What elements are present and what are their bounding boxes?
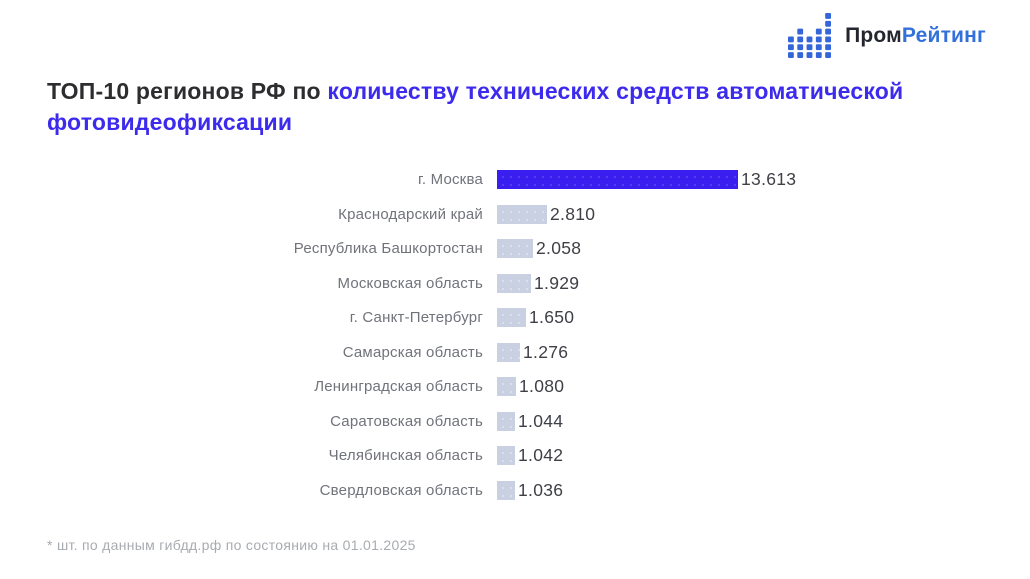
- bar: [497, 377, 516, 396]
- category-label: г. Москва: [418, 171, 483, 188]
- bar: [497, 446, 515, 465]
- page-title: ТОП-10 регионов РФ по количеству техниче…: [47, 76, 927, 138]
- value-label: 13.613: [741, 169, 797, 189]
- chart-row: Краснодарский край 2.810: [47, 203, 987, 224]
- bar: [497, 273, 531, 293]
- bar: [497, 411, 515, 431]
- chart-row: Ленинградская область 1.080: [47, 376, 987, 396]
- bar: [497, 342, 520, 362]
- chart-row: Республика Башкортостан 2.058: [47, 238, 987, 258]
- category-label: Краснодарский край: [338, 205, 483, 223]
- chart-row: Самарская область 1.276: [47, 341, 987, 362]
- title-highlight: количеству технических средств автоматич…: [47, 78, 904, 135]
- chart-row: Свердловская область 1.036: [47, 479, 987, 500]
- value-label: 2.810: [550, 203, 596, 224]
- bar-highlighted: [497, 170, 738, 189]
- bar-chart: г. Москва 13.613 Краснодарский край 2.810 Ре…: [47, 169, 987, 515]
- value-label: 1.276: [523, 341, 569, 362]
- category-label: Московская область: [337, 274, 483, 292]
- category-label: Ленинградская область: [314, 378, 483, 395]
- bar: [497, 308, 526, 327]
- value-label: 1.650: [529, 307, 575, 327]
- category-label: Саратовская область: [330, 412, 483, 430]
- chart-row: г. Санкт-Петербург 1.650: [47, 307, 987, 327]
- title-prefix: ТОП-10 регионов РФ по: [47, 78, 328, 104]
- value-label: 1.036: [518, 479, 564, 500]
- source-footnote: * шт. по данным гибдд.рф по состоянию на…: [47, 537, 416, 553]
- category-label: г. Санкт-Петербург: [349, 309, 483, 326]
- value-label: 1.044: [518, 410, 564, 431]
- logo-text-secondary: Рейтинг: [901, 23, 986, 47]
- category-label: Республика Башкортостан: [293, 240, 483, 257]
- bar: [497, 204, 547, 224]
- logo-wordmark: ПромРейтинг: [845, 24, 986, 48]
- logo-text-primary: Пром: [845, 23, 902, 47]
- value-label: 1.929: [534, 272, 580, 293]
- value-label: 2.058: [536, 238, 582, 258]
- chart-row: Московская область 1.929: [47, 272, 987, 293]
- category-label: Челябинская область: [328, 447, 483, 464]
- chart-row: Челябинская область 1.042: [47, 445, 987, 465]
- chart-row: Саратовская область 1.044: [47, 410, 987, 431]
- promrating-logo: ПромРейтинг: [786, 13, 986, 58]
- category-label: Свердловская область: [319, 481, 483, 499]
- chart-row: г. Москва 13.613: [47, 169, 987, 189]
- bar: [497, 480, 515, 500]
- value-label: 1.080: [519, 376, 565, 396]
- dot-bar-chart-icon: [788, 13, 832, 58]
- bar: [497, 239, 533, 258]
- category-label: Самарская область: [342, 343, 483, 361]
- value-label: 1.042: [518, 445, 564, 465]
